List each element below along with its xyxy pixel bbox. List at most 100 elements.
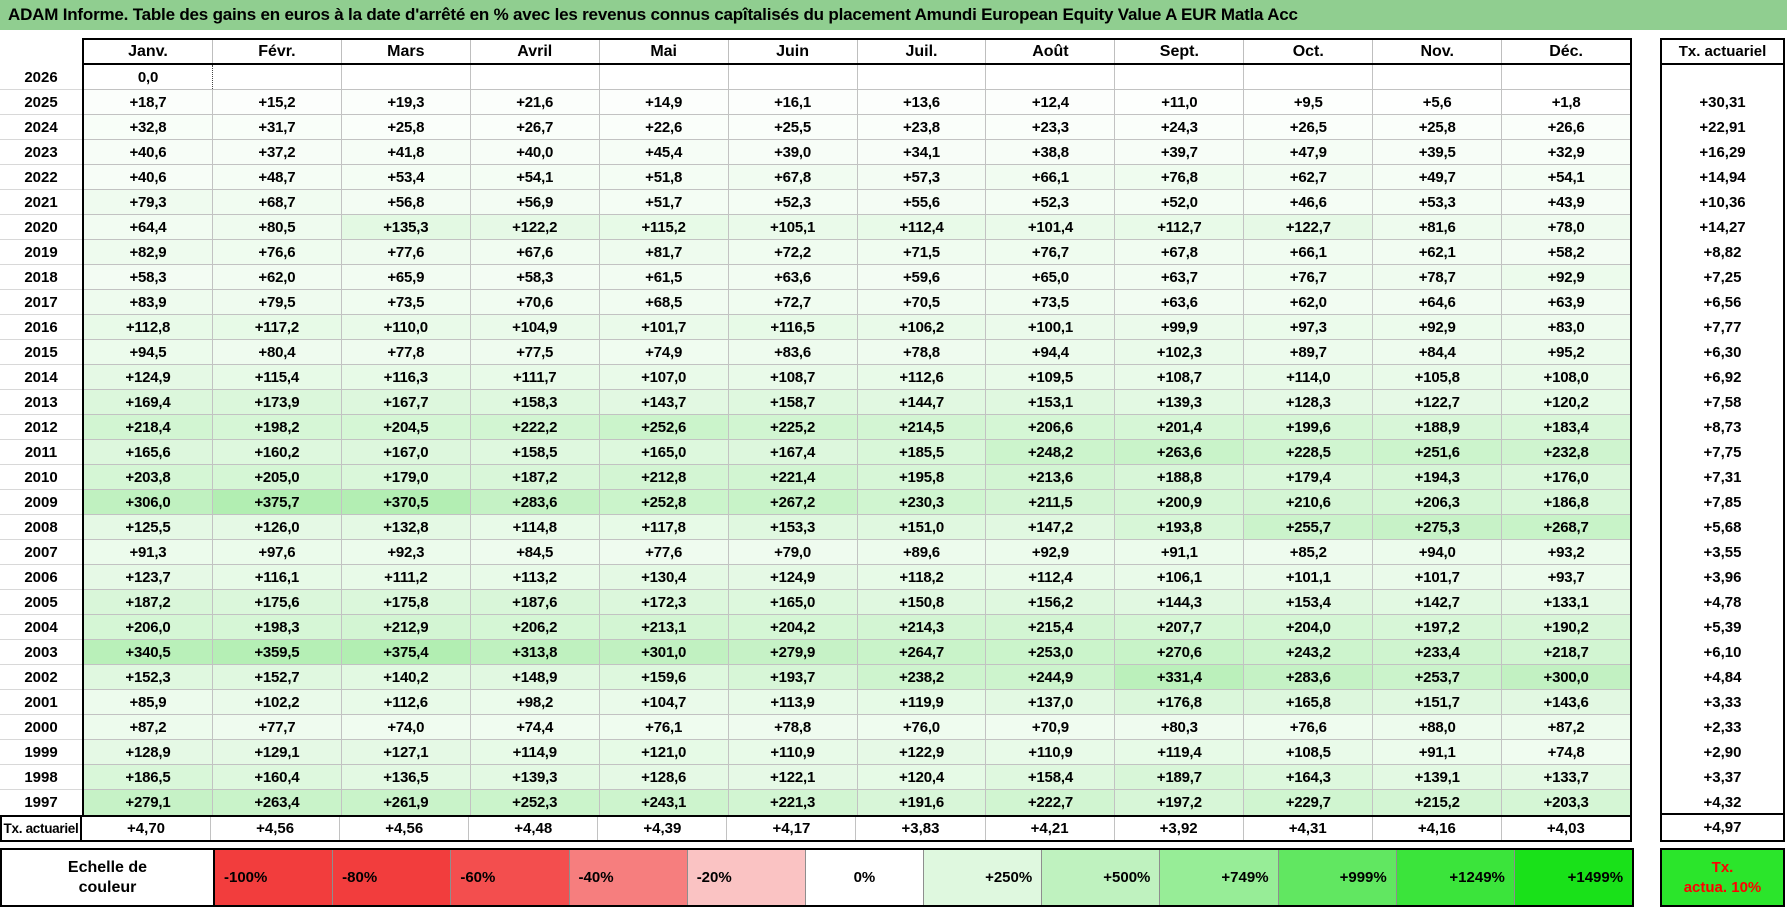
gain-cell: +87,2 [1502, 715, 1631, 739]
gain-cell: +125,5 [84, 515, 213, 539]
year-label: 2016 [0, 315, 82, 340]
gain-cell: +120,4 [857, 765, 987, 789]
gain-cell: +198,2 [212, 415, 342, 439]
gain-cell: +143,7 [599, 390, 729, 414]
gain-cell: +251,6 [1373, 440, 1503, 464]
gain-cell: +65,0 [986, 265, 1116, 289]
gain-cell: +85,2 [1244, 540, 1374, 564]
gain-cell: +76,8 [1115, 165, 1245, 189]
gain-cell: +120,2 [1502, 390, 1631, 414]
gain-cell: +94,4 [986, 340, 1116, 364]
gain-cell: +198,3 [212, 615, 342, 639]
actuarial-rate-cell: +3,96 [1703, 569, 1742, 586]
table-row: +123,7 +116,1 +111,2 +113,2 +130,4 +124,9 +118… [84, 565, 1631, 590]
gain-cell: +186,8 [1502, 490, 1631, 514]
gain-cell: +56,8 [341, 190, 471, 214]
actuarial-rate-cell: +30,31 [1699, 94, 1746, 111]
gain-cell: +83,9 [84, 290, 213, 314]
table-row: +125,5 +126,0 +132,8 +114,8 +117,8 +153,3 +151… [84, 515, 1631, 540]
gain-cell: +67,8 [728, 165, 858, 189]
gain-cell: +203,8 [84, 465, 213, 489]
gain-cell: +122,2 [470, 215, 600, 239]
gain-cell: +100,1 [986, 315, 1116, 339]
gain-cell: +144,7 [857, 390, 987, 414]
year-label: 2023 [0, 140, 82, 165]
year-label: 2019 [0, 240, 82, 265]
month-header-cell: Oct. [1244, 40, 1374, 63]
gain-cell [986, 65, 1116, 89]
year-label: 1999 [0, 740, 82, 765]
year-label: 1997 [24, 794, 58, 811]
gain-cell: +129,1 [212, 740, 342, 764]
gain-cell: +25,8 [341, 115, 471, 139]
gain-cell: +218,4 [84, 415, 213, 439]
gain-cell: +183,4 [1502, 415, 1631, 439]
gain-cell: +212,9 [341, 615, 471, 639]
gain-cell: +283,6 [470, 490, 600, 514]
year-label: 1998 [0, 765, 82, 790]
gain-cell: +128,3 [1244, 390, 1374, 414]
year-label: 2003 [0, 640, 82, 665]
gain-cell: +139,1 [1373, 765, 1503, 789]
gain-cell [728, 65, 858, 89]
table-row: +306,0 +375,7 +370,5 +283,6 +252,8 +267,2 +230… [84, 490, 1631, 515]
table-row: +87,2 +77,7 +74,0 +74,4 +76,1 +78,8 +76,0 +70,9… [84, 715, 1631, 740]
gain-cell: +173,9 [212, 390, 342, 414]
gain-cell: +99,9 [1115, 315, 1245, 339]
gain-cell: +47,9 [1244, 140, 1374, 164]
gain-cell [599, 65, 729, 89]
color-scale-label-line1: Echelle de [67, 858, 148, 876]
month-header-cell: Avril [471, 40, 600, 63]
gain-cell: +213,6 [986, 465, 1116, 489]
gain-cell: +94,5 [84, 340, 213, 364]
gain-cell: +107,0 [599, 365, 729, 389]
gain-cell: +110,9 [986, 740, 1116, 764]
color-scale-cell: +749% [1160, 850, 1279, 905]
gain-cell: +5,6 [1373, 90, 1503, 114]
gain-cell: +97,6 [212, 540, 342, 564]
gain-cell: +91,1 [1115, 540, 1245, 564]
gain-cell: +64,4 [84, 215, 213, 239]
gain-cell: +77,8 [341, 340, 471, 364]
gain-cell: +114,8 [470, 515, 600, 539]
gain-cell: +300,0 [1502, 665, 1631, 689]
gain-cell: +253,7 [1373, 665, 1503, 689]
gain-cell: +95,2 [1502, 340, 1631, 364]
table-row: +18,7 +15,2 +19,3 +21,6 +14,9 +16,1 +13,6 +12,4… [84, 90, 1631, 115]
gain-cell: +65,9 [341, 265, 471, 289]
gain-cell: +84,5 [470, 540, 600, 564]
gain-cell: +252,6 [599, 415, 729, 439]
gain-cell: +49,7 [1373, 165, 1503, 189]
gain-cell: +121,0 [599, 740, 729, 764]
gain-cell: +213,1 [599, 615, 729, 639]
gain-cell: +158,3 [470, 390, 600, 414]
gain-cell: +80,5 [212, 215, 342, 239]
gain-cell: +144,3 [1115, 590, 1245, 614]
gain-cell: +238,2 [857, 665, 987, 689]
gain-cell: +67,6 [470, 240, 600, 264]
gain-cell: +243,1 [599, 790, 729, 815]
gain-cell: +24,3 [1115, 115, 1245, 139]
gain-cell: +80,3 [1115, 715, 1245, 739]
gain-cell: +306,0 [84, 490, 213, 514]
gain-cell: +218,7 [1502, 640, 1631, 664]
gain-cell: +122,9 [857, 740, 987, 764]
actuarial-rate-cell: +5,39 [1703, 619, 1742, 636]
gain-cell: +93,7 [1502, 565, 1631, 589]
gain-cell: +179,0 [341, 465, 471, 489]
gain-cell: +261,9 [341, 790, 471, 815]
gain-cell: +189,7 [1115, 765, 1245, 789]
gain-cell: +152,3 [84, 665, 213, 689]
gain-cell: +51,8 [599, 165, 729, 189]
month-header-cell: Août [986, 40, 1116, 63]
color-scale-cell: +250% [924, 850, 1043, 905]
color-scale-cell: 0% [805, 850, 925, 905]
table-row: +64,4 +80,5 +135,3 +122,2 +115,2 +105,1 +112,4… [84, 215, 1631, 240]
gain-cell: +136,5 [341, 765, 471, 789]
color-scale-label: Echelle de couleur [2, 850, 215, 905]
gain-cell: +165,6 [84, 440, 213, 464]
gain-cell: +197,2 [1373, 615, 1503, 639]
gain-cell: +119,4 [1115, 740, 1245, 764]
gain-cell: +153,4 [1244, 590, 1374, 614]
gain-cell: +279,9 [728, 640, 858, 664]
